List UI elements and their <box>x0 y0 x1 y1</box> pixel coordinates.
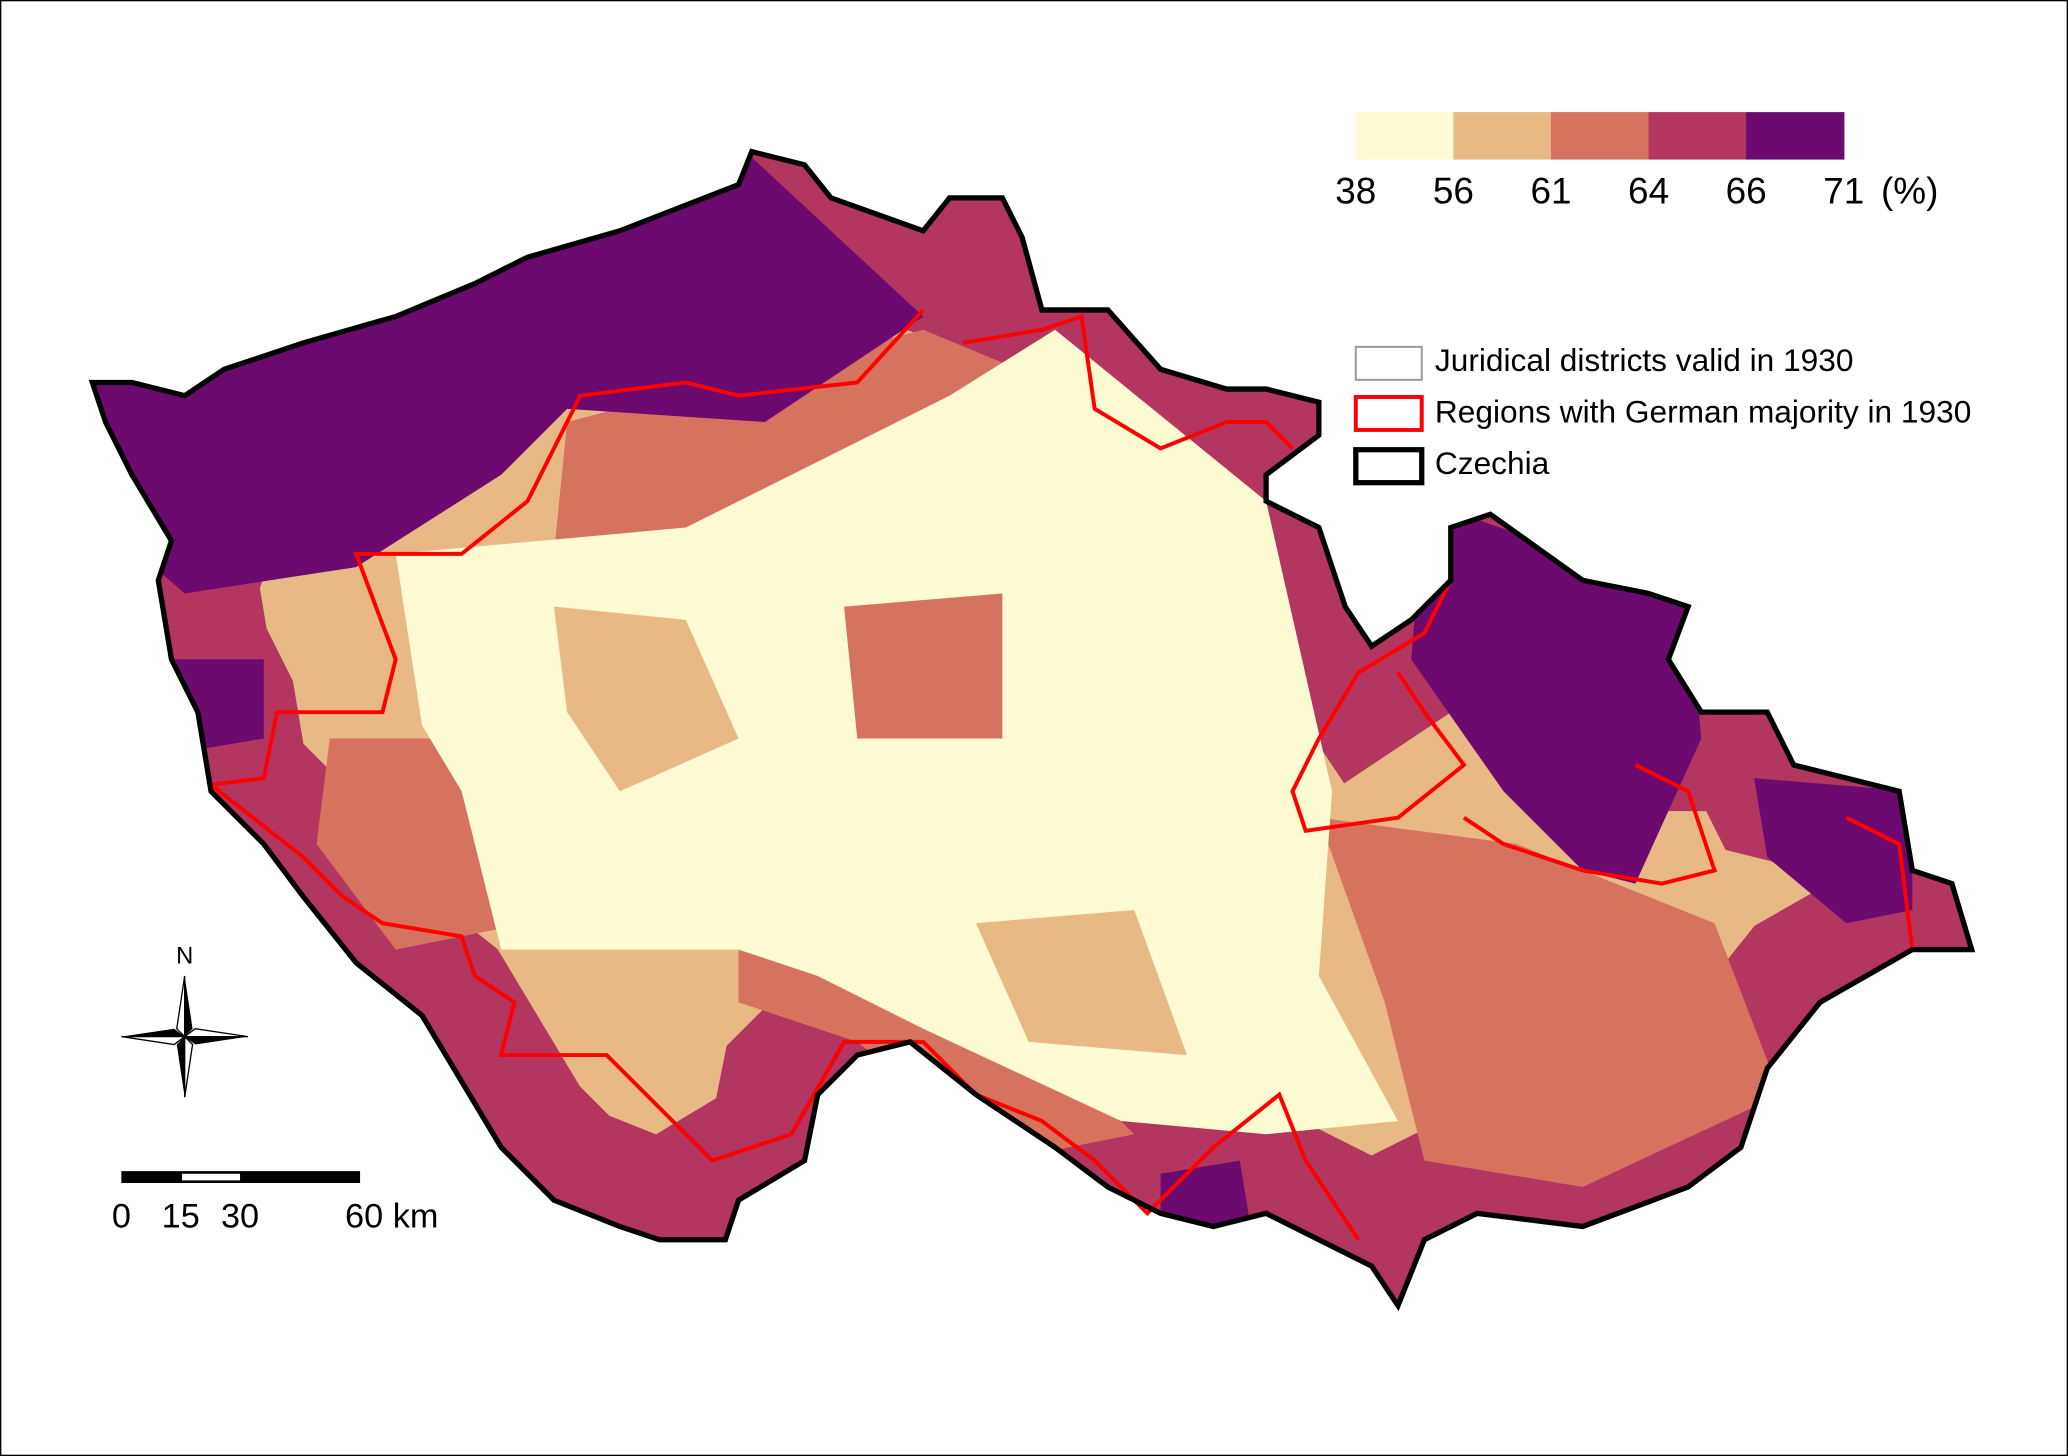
region-fill <box>1318 817 1781 1187</box>
color-break-label: 71 <box>1823 171 1864 212</box>
color-bin <box>1746 112 1845 160</box>
scale-bar <box>121 1171 361 1183</box>
scale-label: 30 <box>221 1198 259 1236</box>
region-fill <box>1754 778 1913 924</box>
north-arrow <box>121 975 249 1098</box>
color-break-label: 66 <box>1726 171 1767 212</box>
german-majority-boundary <box>206 308 1915 1241</box>
scale-label: 0 <box>112 1198 131 1236</box>
color-break-label: 64 <box>1628 171 1669 212</box>
color-bin <box>1648 112 1747 160</box>
color-bin <box>1550 112 1650 160</box>
unit-label: (%) <box>1881 171 1938 212</box>
color-break-label: 56 <box>1433 171 1474 212</box>
scale-label: 15 <box>162 1198 200 1236</box>
color-bin <box>1355 112 1455 160</box>
color-break-label: 38 <box>1335 171 1376 212</box>
legend-label: Regions with German majority in 1930 <box>1435 393 1971 429</box>
region-fill <box>975 910 1187 1056</box>
legend-label: Czechia <box>1435 445 1550 481</box>
color-scale: 38 56 61 64 66 71 <box>1335 112 1864 212</box>
legend-swatch <box>1354 345 1423 381</box>
legend-swatch <box>1353 394 1424 432</box>
region-fill <box>844 593 1003 739</box>
region-fill <box>1411 501 1702 884</box>
north-label: N <box>176 944 193 970</box>
legend-label: Juridical districts valid in 1930 <box>1435 342 1854 378</box>
scale-label: 60 km <box>345 1198 438 1236</box>
region-fill <box>92 151 924 594</box>
legend-swatch <box>1353 447 1425 486</box>
color-bin <box>1453 112 1552 160</box>
color-break-label: 61 <box>1530 171 1571 212</box>
region-fill <box>553 606 739 792</box>
